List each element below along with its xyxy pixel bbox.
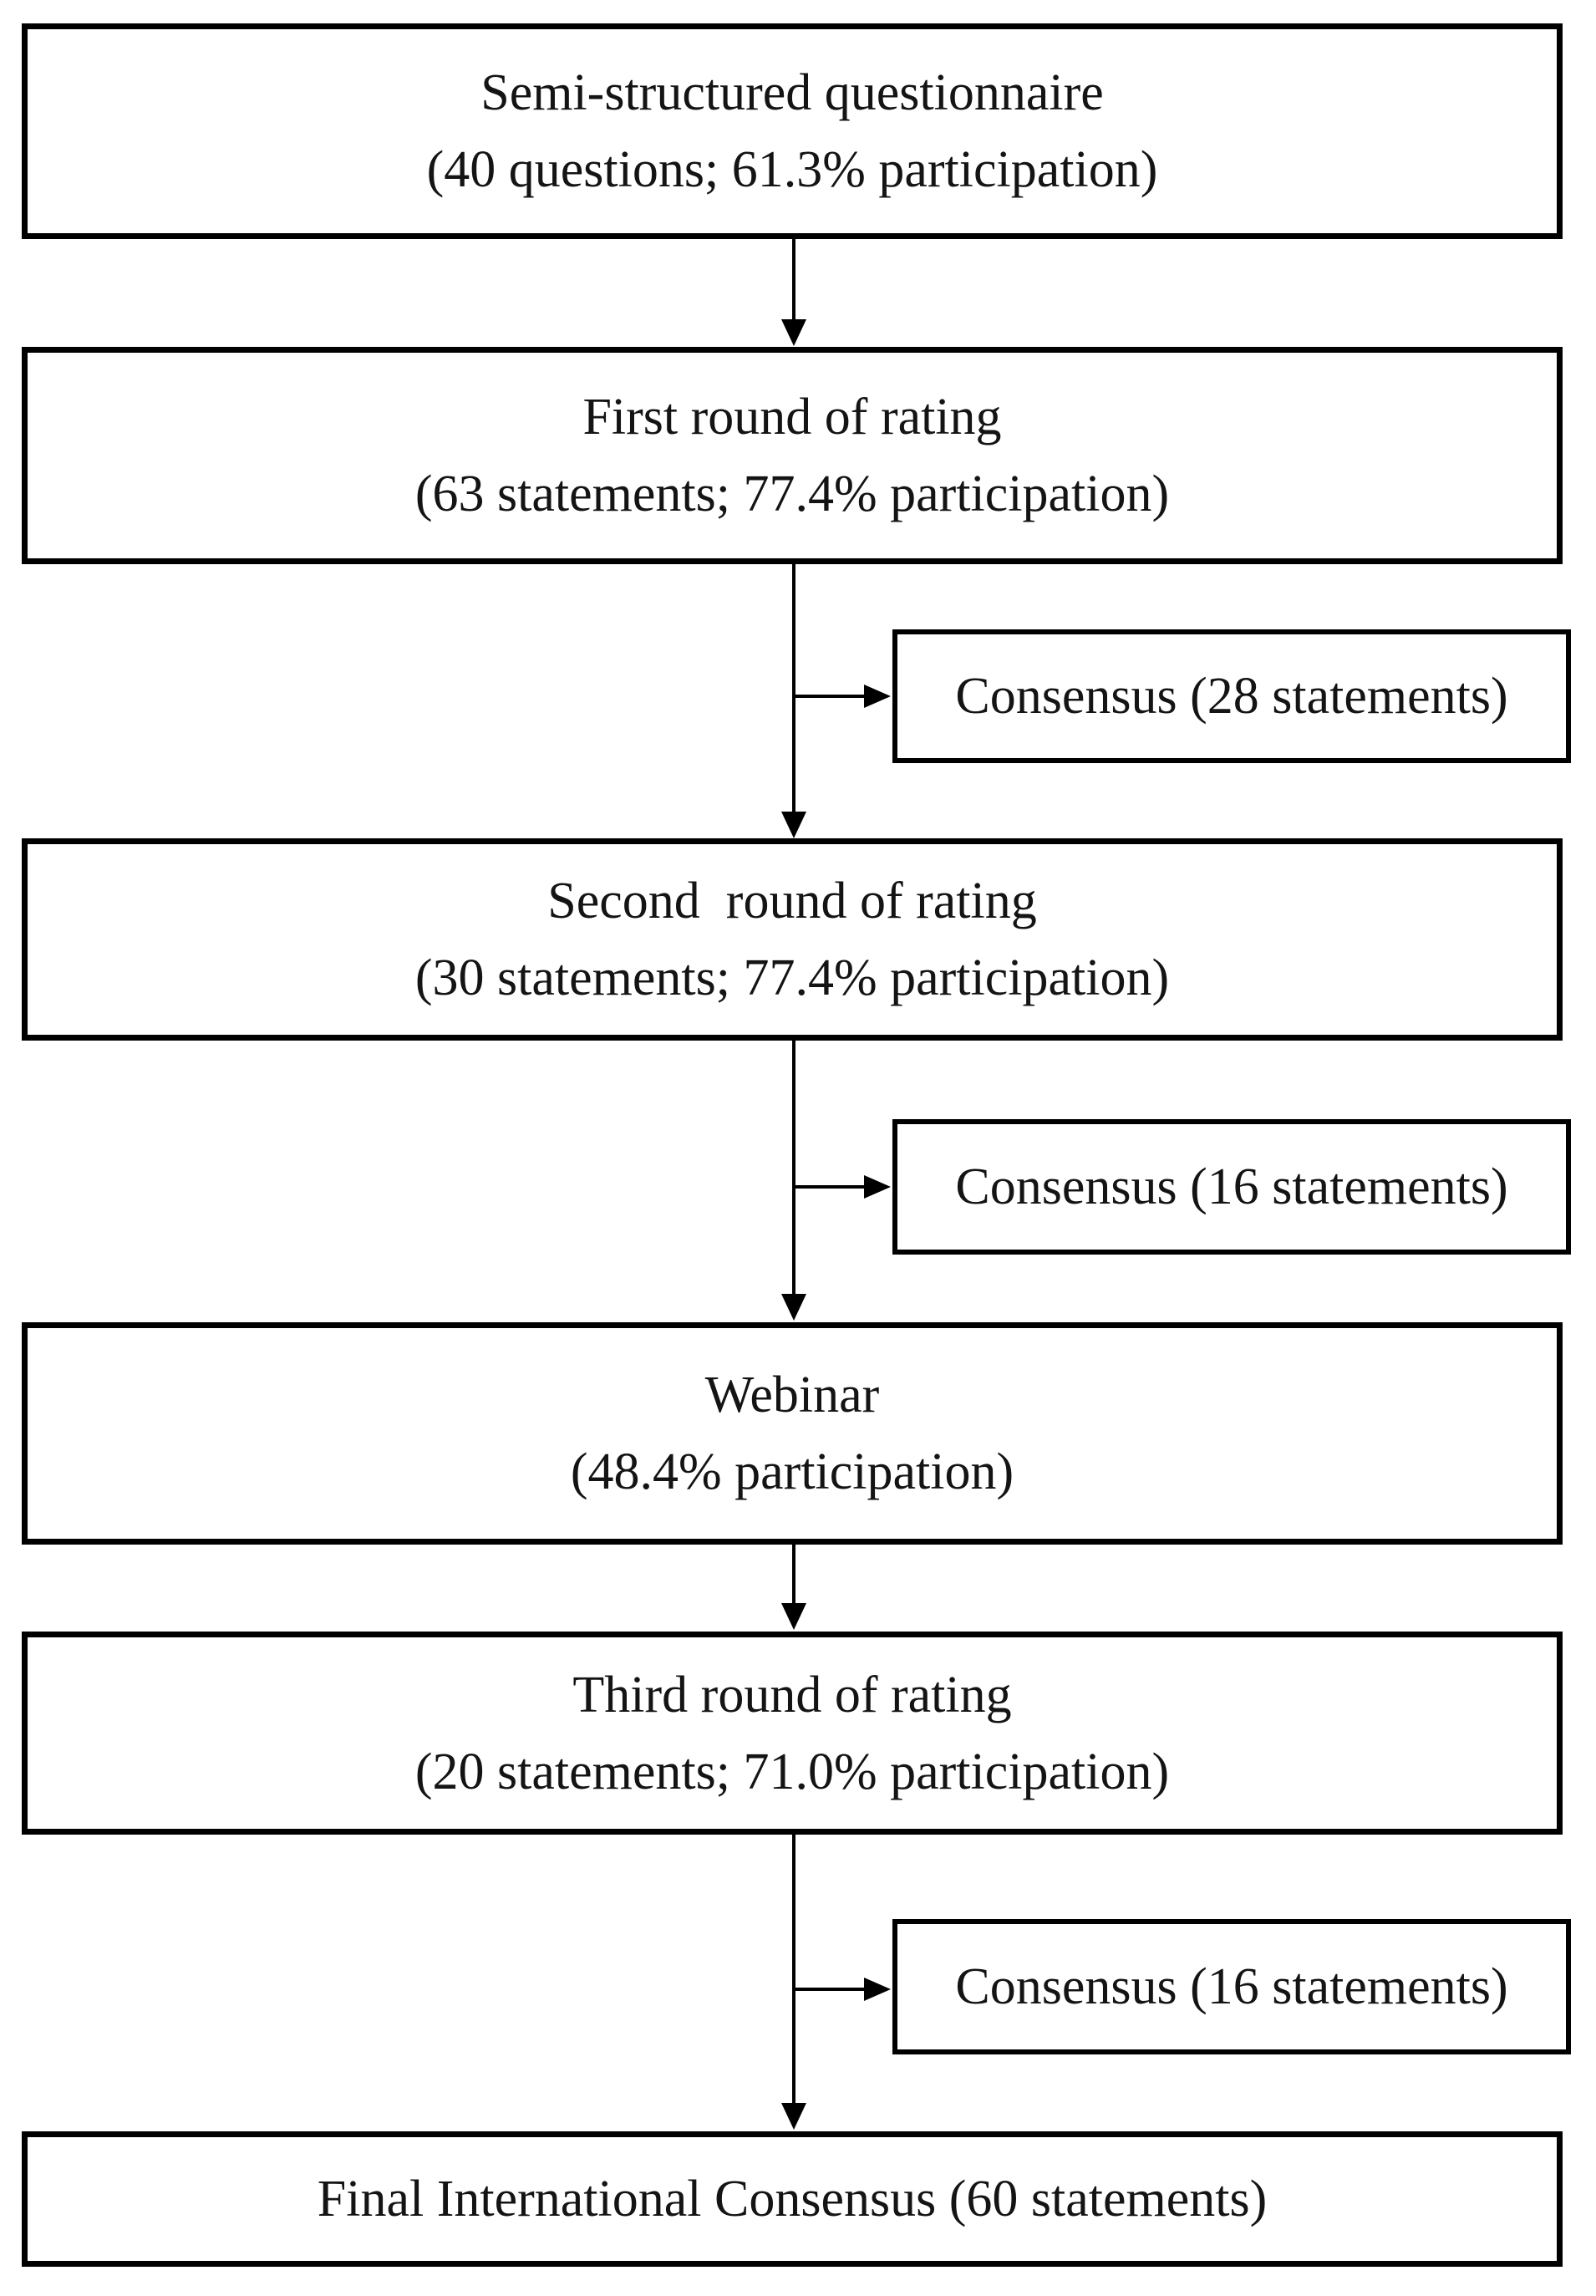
arrowhead-right-icon (864, 1175, 891, 1199)
box-title: Consensus (28 statements) (955, 668, 1508, 725)
box-title: Third round of rating (572, 1666, 1012, 1723)
connector-first-round-to-second-round (792, 564, 795, 812)
box-consensus-28-statements: Consensus (28 statements) (892, 629, 1571, 763)
arrowhead-down-icon (781, 319, 806, 346)
box-subtitle: (20 statements; 71.0% participation) (414, 1743, 1170, 1800)
box-webinar: Webinar (48.4% participation) (22, 1322, 1563, 1545)
arrowhead-down-icon (781, 1294, 806, 1321)
box-title: Webinar (704, 1367, 880, 1423)
box-subtitle: (48.4% participation) (570, 1443, 1014, 1500)
box-second-round-of-rating: Second round of rating (30 statements; 7… (22, 838, 1563, 1041)
arrowhead-down-icon (781, 812, 806, 838)
box-title: Second round of rating (547, 873, 1037, 929)
connector-third-round-to-final (792, 1835, 795, 2103)
arrowhead-right-icon (864, 1978, 891, 2001)
box-subtitle: (63 statements; 77.4% participation) (414, 466, 1170, 522)
connector-questionnaire-to-first-round (792, 239, 795, 321)
branch-first-round-to-consensus (794, 695, 866, 698)
box-title: First round of rating (582, 389, 1002, 445)
box-title: Consensus (16 statements) (955, 1958, 1508, 2015)
arrowhead-right-icon (864, 685, 891, 708)
arrowhead-down-icon (781, 2103, 806, 2130)
box-consensus-16-statements-round3: Consensus (16 statements) (892, 1919, 1571, 2054)
branch-third-round-to-consensus (794, 1988, 866, 1991)
box-subtitle: (40 questions; 61.3% participation) (426, 141, 1158, 198)
connector-second-round-to-webinar (792, 1041, 795, 1294)
box-semi-structured-questionnaire: Semi-structured questionnaire (40 questi… (22, 23, 1563, 239)
box-consensus-16-statements-round2: Consensus (16 statements) (892, 1119, 1571, 1255)
box-final-international-consensus: Final International Consensus (60 statem… (22, 2131, 1563, 2267)
box-subtitle: (30 statements; 77.4% participation) (414, 949, 1170, 1006)
connector-webinar-to-third-round (792, 1545, 795, 1603)
box-title: Semi-structured questionnaire (480, 64, 1104, 121)
box-title: Final International Consensus (60 statem… (317, 2171, 1268, 2227)
box-title: Consensus (16 statements) (955, 1158, 1508, 1215)
arrowhead-down-icon (781, 1603, 806, 1630)
box-first-round-of-rating: First round of rating (63 statements; 77… (22, 347, 1563, 564)
box-third-round-of-rating: Third round of rating (20 statements; 71… (22, 1632, 1563, 1835)
branch-second-round-to-consensus (794, 1185, 866, 1189)
